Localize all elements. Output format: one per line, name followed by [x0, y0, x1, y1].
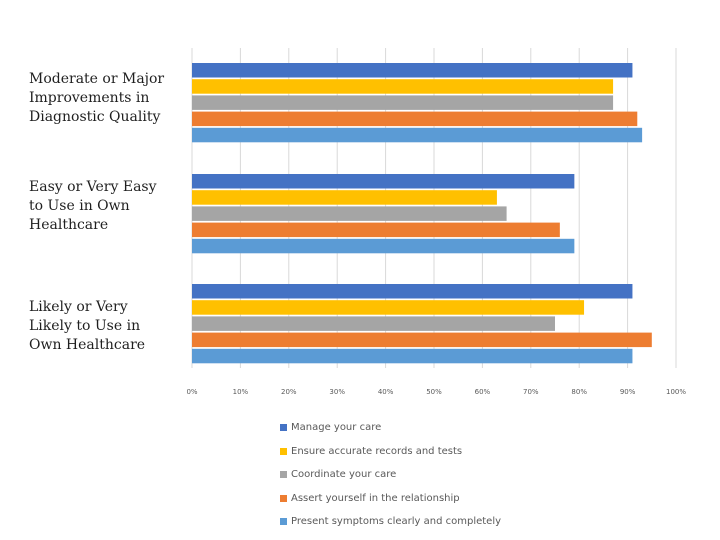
bar — [192, 316, 555, 331]
bar — [192, 284, 633, 299]
legend-item: Manage your care — [280, 416, 580, 440]
category-label-diagnostic-quality: Moderate or Major Improvements in Diagno… — [29, 71, 165, 125]
bar — [192, 127, 643, 143]
category-label-likely-to-use: Likely or Very Likely to Use in Own Heal… — [29, 299, 146, 353]
bar — [192, 79, 614, 94]
legend-label: Ensure accurate records and tests — [291, 445, 463, 457]
x-tick-label: 30% — [329, 388, 345, 396]
legend-swatch — [280, 471, 287, 479]
legend-label: Assert yourself in the relationship — [291, 492, 460, 504]
legend-label: Manage your care — [291, 422, 382, 434]
bar — [192, 190, 497, 205]
category-label-easy-to-use: Easy or Very Easy to Use in Own Healthca… — [29, 179, 157, 233]
bar — [192, 206, 507, 221]
x-tick-label: 20% — [281, 388, 297, 396]
legend-label: Coordinate your care — [291, 469, 397, 481]
x-tick-label: 50% — [426, 388, 442, 396]
x-tick-label: 0% — [186, 388, 197, 396]
legend-swatch — [280, 424, 287, 432]
bar — [192, 222, 560, 238]
legend: Manage your care Ensure accurate records… — [280, 416, 580, 534]
x-tick-label: 80% — [571, 388, 587, 396]
bar — [192, 332, 652, 348]
bar — [192, 238, 575, 254]
bar — [192, 63, 633, 78]
x-tick-label: 100% — [666, 388, 686, 396]
x-tick-label: 60% — [475, 388, 491, 396]
legend-label: Present symptoms clearly and completely — [291, 516, 502, 528]
legend-item: Assert yourself in the relationship — [280, 487, 580, 511]
bar — [192, 174, 575, 189]
bar — [192, 348, 633, 364]
legend-swatch — [280, 518, 287, 526]
bar — [192, 111, 638, 127]
legend-item: Present symptoms clearly and completely — [280, 510, 580, 534]
legend-swatch — [280, 494, 287, 502]
x-tick-label: 70% — [523, 388, 539, 396]
legend-item: Ensure accurate records and tests — [280, 440, 580, 464]
x-tick-label: 90% — [620, 388, 636, 396]
bar — [192, 95, 614, 110]
bar — [192, 300, 585, 315]
legend-item: Coordinate your care — [280, 463, 580, 487]
legend-swatch — [280, 447, 287, 455]
x-tick-label: 10% — [233, 388, 249, 396]
x-tick-label: 40% — [378, 388, 394, 396]
